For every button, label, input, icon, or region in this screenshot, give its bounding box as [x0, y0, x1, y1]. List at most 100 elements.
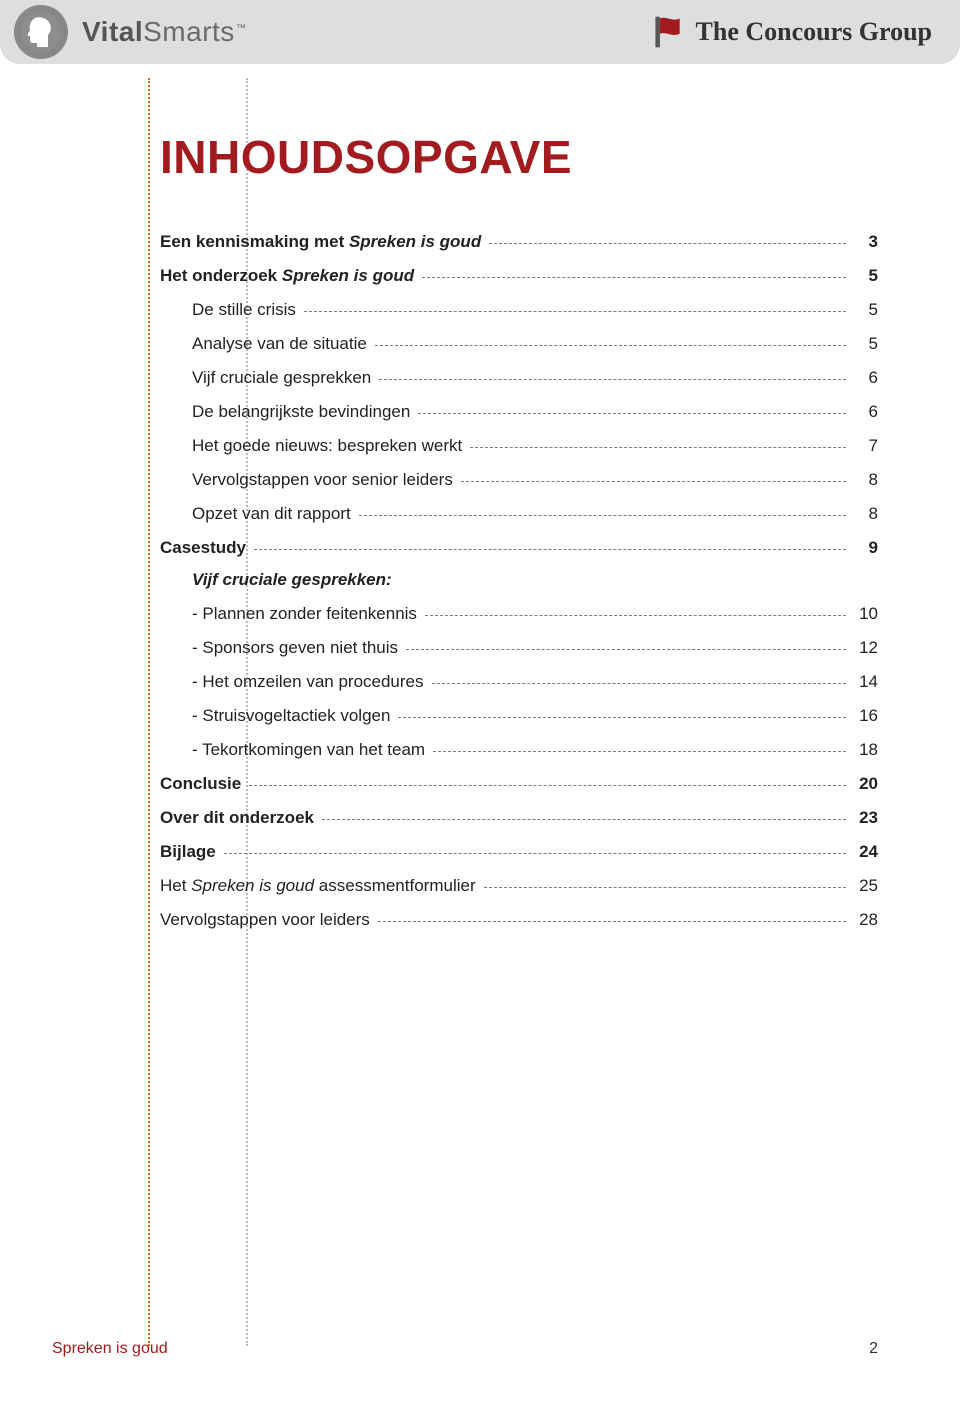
toc-label: Conclusie	[160, 774, 241, 794]
toc-leader	[432, 670, 846, 687]
toc-leader	[422, 264, 846, 281]
toc-label: De stille crisis	[160, 300, 296, 320]
toc-label: Vervolgstappen voor senior leiders	[160, 470, 453, 490]
brand-vital-tm: ™	[236, 23, 247, 34]
header-bar: VitalSmarts™ The Concours Group	[0, 0, 960, 64]
page-title: INHOUDSOPGAVE	[160, 130, 572, 184]
toc-row: Casestudy 9	[160, 536, 878, 558]
toc-leader	[249, 772, 846, 789]
brand-vitalsmarts: VitalSmarts™	[14, 5, 246, 59]
brand-concours: The Concours Group	[650, 14, 932, 50]
footer-page-number: 2	[869, 1340, 878, 1358]
toc-row: Het onderzoek Spreken is goud 5	[160, 264, 878, 286]
page: VitalSmarts™ The Concours Group INHOUDSO…	[0, 0, 960, 1406]
brand-concours-text: The Concours Group	[696, 17, 932, 47]
toc-label: - Het omzeilen van procedures	[160, 672, 424, 692]
toc-page: 8	[854, 470, 878, 490]
toc-leader	[470, 434, 846, 451]
toc-row: De stille crisis 5	[160, 298, 878, 320]
toc-row: Vijf cruciale gesprekken 6	[160, 366, 878, 388]
toc-label-post: assessmentformulier	[314, 876, 476, 895]
toc-leader	[433, 738, 846, 755]
brand-vitalsmarts-text: VitalSmarts™	[82, 16, 246, 48]
toc-row: Opzet van dit rapport 8	[160, 502, 878, 524]
toc-leader	[224, 840, 846, 857]
toc-label: De belangrijkste bevindingen	[160, 402, 410, 422]
toc-label-pre: Het onderzoek	[160, 266, 282, 285]
toc-row: - Struisvogeltactiek volgen 16	[160, 704, 878, 726]
toc-row: Vervolgstappen voor leiders28	[160, 908, 878, 930]
toc-section-heading: Vijf cruciale gesprekken:	[160, 570, 878, 590]
toc-label-pre: Het	[160, 876, 191, 895]
toc-page: 10	[854, 604, 878, 624]
toc-page: 6	[854, 402, 878, 422]
footer: Spreken is goud 2	[52, 1340, 878, 1358]
toc-row: Het Spreken is goud assessmentformulier 2…	[160, 874, 878, 896]
toc-label-em: Spreken is goud	[191, 876, 314, 895]
toc-label: Vijf cruciale gesprekken	[160, 368, 371, 388]
face-profile-icon	[21, 12, 61, 52]
toc-leader	[461, 468, 846, 485]
footer-title: Spreken is goud	[52, 1340, 168, 1358]
toc-page: 20	[854, 774, 878, 794]
toc-page: 25	[854, 876, 878, 896]
toc-leader	[379, 366, 846, 383]
flag-icon	[650, 14, 686, 50]
brand-vital-light: Smarts	[143, 16, 235, 47]
toc-page: 12	[854, 638, 878, 658]
brand-vital-bold: Vital	[82, 16, 143, 47]
toc-label: Casestudy	[160, 538, 246, 558]
toc-label: Bijlage	[160, 842, 216, 862]
toc-label: - Tekortkomingen van het team	[160, 740, 425, 760]
toc-row: Over dit onderzoek 23	[160, 806, 878, 828]
toc-leader	[359, 502, 846, 519]
toc-leader	[398, 704, 846, 721]
toc-label: Het Spreken is goud assessmentformulier	[160, 876, 476, 896]
toc-row: Analyse van de situatie 5	[160, 332, 878, 354]
toc-leader	[418, 400, 846, 417]
toc-leader	[484, 874, 846, 891]
toc-label-em: Spreken is goud	[349, 232, 481, 251]
toc-page: 5	[854, 266, 878, 286]
toc-page: 18	[854, 740, 878, 760]
toc-label: Opzet van dit rapport	[160, 504, 351, 524]
toc-page: 6	[854, 368, 878, 388]
toc-page: 16	[854, 706, 878, 726]
toc-leader	[254, 536, 846, 553]
toc-leader	[425, 602, 846, 619]
table-of-contents: Een kennismaking met Spreken is goud 3 Het…	[160, 230, 878, 930]
toc-row: - Het omzeilen van procedures 14	[160, 670, 878, 692]
toc-row: Bijlage 24	[160, 840, 878, 862]
toc-page: 23	[854, 808, 878, 828]
toc-leader	[406, 636, 846, 653]
toc-row: - Plannen zonder feitenkennis 10	[160, 602, 878, 624]
toc-page: 9	[854, 538, 878, 558]
toc-leader	[375, 332, 846, 349]
vertical-rule-orange	[148, 78, 150, 1346]
toc-label: Een kennismaking met Spreken is goud	[160, 232, 481, 252]
toc-label-pre: Een kennismaking met	[160, 232, 349, 251]
toc-row: De belangrijkste bevindingen 6	[160, 400, 878, 422]
toc-row: - Sponsors geven niet thuis 12	[160, 636, 878, 658]
toc-leader	[489, 230, 846, 247]
toc-label: - Struisvogeltactiek volgen	[160, 706, 390, 726]
toc-page: 8	[854, 504, 878, 524]
toc-label: - Sponsors geven niet thuis	[160, 638, 398, 658]
toc-page: 5	[854, 334, 878, 354]
toc-page: 3	[854, 232, 878, 252]
toc-row: Het goede nieuws: bespreken werkt 7	[160, 434, 878, 456]
toc-label: Vervolgstappen voor leiders	[160, 910, 370, 930]
toc-page: 14	[854, 672, 878, 692]
toc-page: 24	[854, 842, 878, 862]
toc-label: Over dit onderzoek	[160, 808, 314, 828]
toc-leader	[322, 806, 846, 823]
toc-label: Het onderzoek Spreken is goud	[160, 266, 414, 286]
toc-label: Het goede nieuws: bespreken werkt	[160, 436, 462, 456]
toc-label: Analyse van de situatie	[160, 334, 367, 354]
toc-page: 5	[854, 300, 878, 320]
toc-label: - Plannen zonder feitenkennis	[160, 604, 417, 624]
toc-row: Conclusie 20	[160, 772, 878, 794]
toc-row: Een kennismaking met Spreken is goud 3	[160, 230, 878, 252]
toc-page: 7	[854, 436, 878, 456]
toc-row: - Tekortkomingen van het team 18	[160, 738, 878, 760]
